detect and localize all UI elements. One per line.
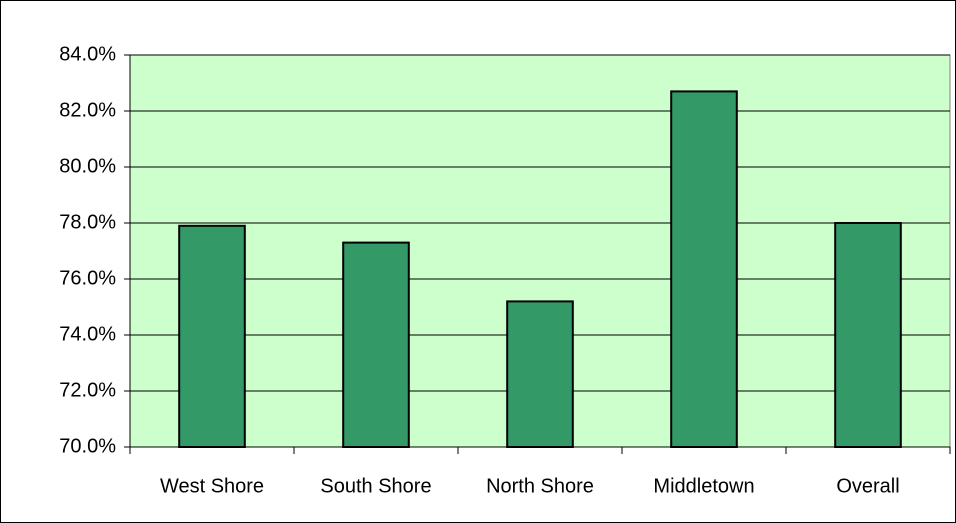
x-tick-label: North Shore: [486, 475, 594, 497]
bar: [670, 90, 738, 449]
y-tick-label: 74.0%: [59, 323, 116, 345]
bar: [342, 241, 410, 448]
y-tick-label: 78.0%: [59, 211, 116, 233]
y-tick-label: 70.0%: [59, 435, 116, 457]
y-tick-label: 72.0%: [59, 379, 116, 401]
y-tick-label: 80.0%: [59, 155, 116, 177]
bar: [178, 224, 246, 448]
bar: [506, 300, 574, 448]
y-tick-label: 84.0%: [59, 43, 116, 65]
bar: [834, 222, 902, 448]
x-tick-label: West Shore: [160, 475, 264, 497]
x-tick-label: South Shore: [320, 475, 431, 497]
x-tick-label: Middletown: [653, 475, 754, 497]
y-tick-label: 82.0%: [59, 99, 116, 121]
x-tick-label: Overall: [836, 475, 899, 497]
y-tick-label: 76.0%: [59, 267, 116, 289]
